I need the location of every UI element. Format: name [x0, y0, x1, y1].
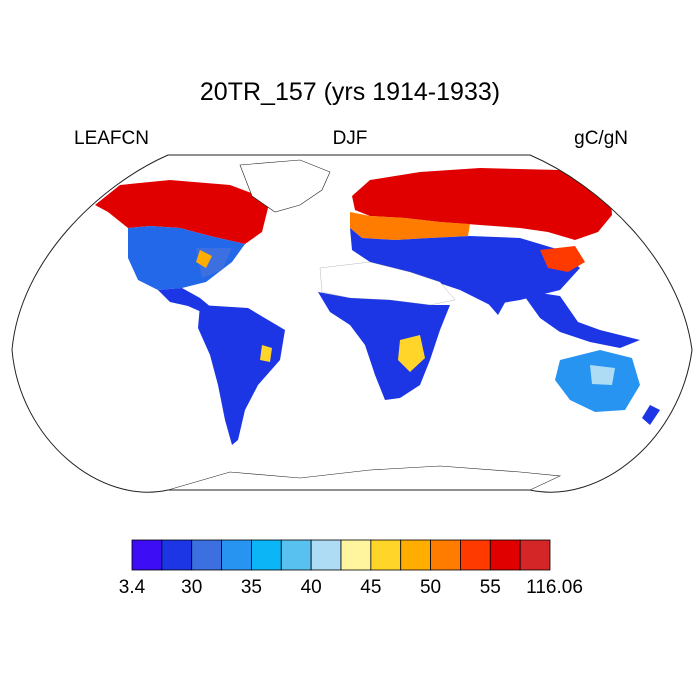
colorbar-swatch: [370, 539, 402, 571]
season-label: DJF: [332, 128, 368, 149]
colorbar-label: 40: [300, 577, 322, 598]
colorbar-swatch: [221, 539, 252, 571]
eurasia-temperate: [350, 228, 580, 305]
eurasia-boreal: [352, 168, 612, 240]
colorbar-label: 55: [479, 577, 501, 598]
central-america: [158, 288, 212, 314]
east-asia-warm: [540, 246, 585, 272]
units-label: gC/gN: [574, 128, 628, 149]
colorbar-swatch: [430, 539, 461, 571]
colorbar-label: 30: [181, 577, 203, 598]
colorbar-swatch: [310, 539, 342, 571]
colorbar-label: 3.4: [118, 577, 146, 598]
north-america-temperate: [128, 226, 245, 290]
eurasia-transition: [350, 212, 470, 240]
colorbar-label: 45: [360, 577, 382, 598]
colorbar-swatch: [400, 539, 431, 571]
colorbar-swatch: [191, 539, 222, 571]
colorbar-label: 116.06: [526, 577, 583, 598]
southeast-asia: [520, 290, 640, 348]
india: [470, 272, 512, 315]
north-america-boreal: [95, 180, 270, 244]
south-america-warm-spot: [260, 345, 272, 362]
new-zealand: [642, 405, 660, 425]
australia-interior: [590, 365, 615, 385]
variable-label: LEAFCN: [74, 128, 149, 149]
colorbar-label: 50: [419, 577, 442, 598]
antarctica: [167, 465, 562, 491]
colorbar-label: 35: [240, 577, 262, 598]
colorbar-swatch: [161, 539, 193, 571]
colorbar-swatch: [251, 539, 282, 571]
colorbar-swatch: [280, 539, 312, 571]
map-title: 20TR_157 (yrs 1914-1933): [199, 78, 501, 106]
colorbar-swatch: [131, 539, 163, 571]
colorbar-swatch: [519, 539, 551, 571]
south-america: [198, 305, 285, 445]
colorbar-swatch: [340, 539, 372, 571]
north-america-coast-warm: [196, 250, 212, 268]
colorbar-swatch: [489, 539, 521, 571]
africa: [318, 292, 450, 400]
globe-outline: [11, 154, 693, 493]
africa-north: [319, 261, 456, 306]
africa-east-warm: [398, 335, 425, 372]
colorbar-swatch: [460, 539, 491, 571]
greenland: [239, 159, 331, 213]
